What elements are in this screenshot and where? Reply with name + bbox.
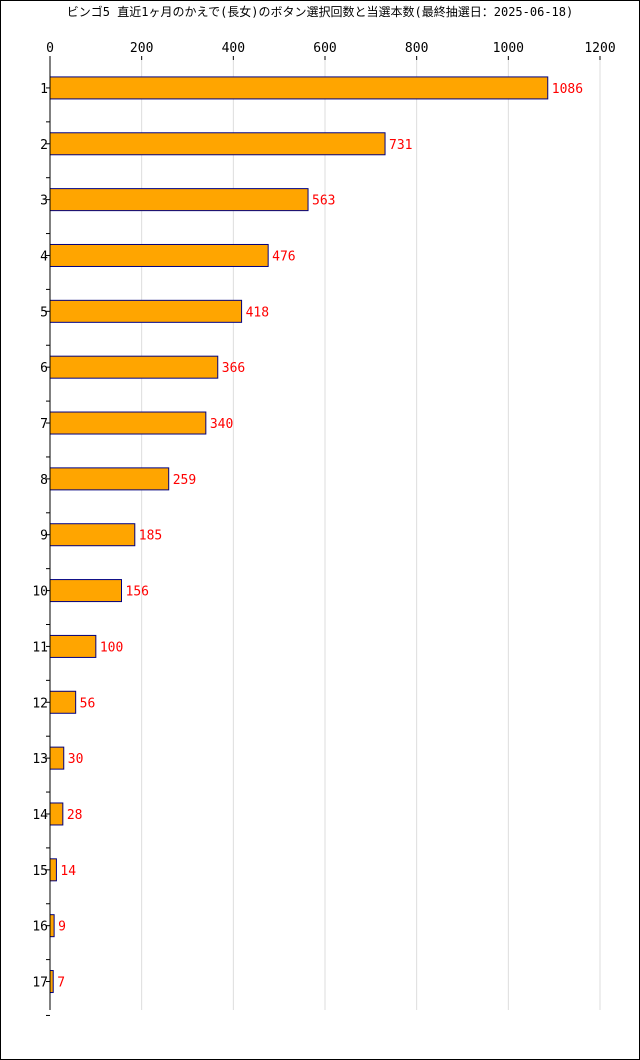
grid-lines (141, 60, 601, 1010)
bar (49, 243, 269, 267)
bar (49, 690, 77, 714)
data-label: 56 (80, 696, 96, 711)
bar (49, 467, 170, 491)
y-tick-label: 4 (40, 249, 48, 264)
value-labels: 1086 731 563 476 418 366 340 259 185 156 100 56 30 28… (57, 82, 583, 991)
y-tick-label: 17 (32, 976, 48, 991)
x-tick-label: 600 (313, 41, 336, 56)
data-label: 340 (210, 417, 233, 432)
bar (49, 411, 207, 435)
chart-title: ビンゴ5 直近1ヶ月のかえで(長女)のボタン選択回数と当選本数(最終抽選日：20… (66, 5, 574, 19)
bars (49, 76, 549, 994)
y-tick-label: 1 (40, 82, 48, 97)
data-label: 14 (60, 864, 76, 879)
bar (49, 802, 64, 826)
data-label: 563 (312, 194, 335, 209)
x-axis-ticks: 0 200 400 600 800 1000 1200 (46, 41, 616, 60)
x-tick-label: 800 (405, 41, 428, 56)
data-label: 1086 (552, 82, 583, 97)
bar (49, 299, 243, 323)
bar (49, 914, 55, 938)
y-tick-label: 14 (32, 808, 48, 823)
data-label: 731 (389, 138, 412, 153)
bar (49, 355, 219, 379)
bar (49, 523, 136, 547)
data-label: 100 (100, 640, 123, 655)
bar (49, 858, 57, 882)
y-tick-label: 12 (32, 696, 48, 711)
bar (49, 579, 122, 603)
data-label: 9 (58, 920, 66, 935)
y-tick-label: 5 (40, 305, 48, 320)
data-label: 7 (57, 976, 65, 991)
x-tick-label: 1200 (584, 41, 615, 56)
y-tick-label: 6 (40, 361, 48, 376)
data-label: 418 (246, 305, 269, 320)
bar (49, 188, 309, 212)
y-tick-label: 2 (40, 138, 48, 153)
x-tick-label: 200 (130, 41, 153, 56)
y-tick-label: 10 (32, 585, 48, 600)
bar (49, 746, 65, 770)
bar (49, 634, 97, 658)
data-label: 366 (222, 361, 245, 376)
y-tick-label: 11 (32, 640, 48, 655)
data-label: 185 (139, 529, 162, 544)
data-label: 30 (68, 752, 84, 767)
bar (49, 132, 386, 156)
y-tick-label: 15 (32, 864, 48, 879)
y-tick-label: 8 (40, 473, 48, 488)
y-tick-label: 16 (32, 920, 48, 935)
x-tick-label: 400 (222, 41, 245, 56)
x-tick-label: 1000 (493, 41, 524, 56)
y-tick-label: 9 (40, 529, 48, 544)
y-tick-label: 13 (32, 752, 48, 767)
data-label: 28 (67, 808, 83, 823)
data-label: 259 (173, 473, 196, 488)
data-label: 476 (272, 249, 295, 264)
x-tick-label: 0 (46, 41, 54, 56)
bar (49, 76, 549, 100)
data-label: 156 (126, 585, 149, 600)
y-tick-label: 3 (40, 194, 48, 209)
y-tick-label: 7 (40, 417, 48, 432)
